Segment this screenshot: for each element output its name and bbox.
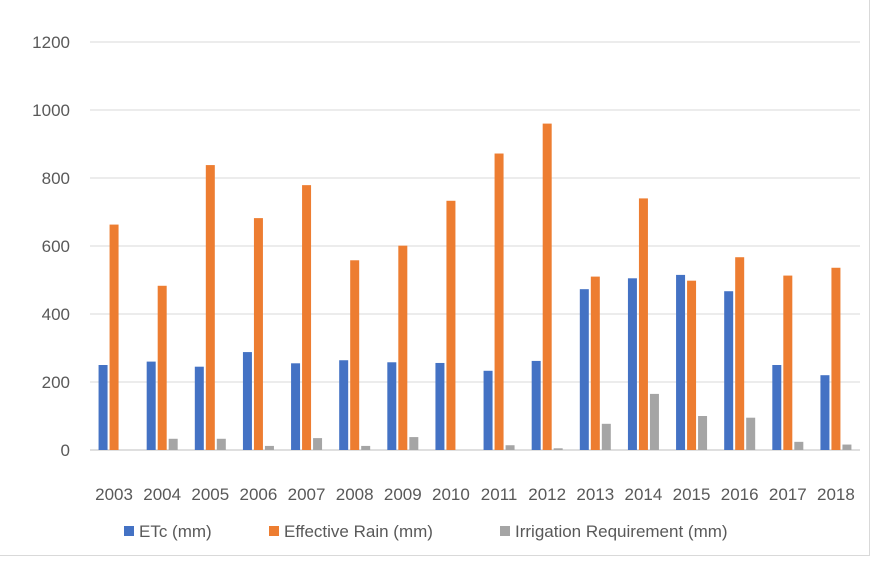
x-axis-ticks: 2003 2004 2005 2006 2007 2008 2009 2010 2011 2012…: [95, 485, 855, 504]
legend-swatch: [500, 526, 510, 536]
bar: [483, 370, 493, 450]
legend-label: Effective Rain (mm): [284, 522, 433, 541]
x-tick-label: 2015: [673, 485, 711, 504]
bar: [291, 363, 301, 450]
bar: [409, 437, 419, 450]
bar: [361, 445, 371, 450]
bar: [676, 274, 686, 450]
bar: [601, 423, 611, 450]
bar: [542, 123, 552, 450]
x-tick-label: 2011: [481, 485, 518, 504]
legend-label: Irrigation Requirement (mm): [515, 522, 728, 541]
bar: [205, 165, 215, 450]
x-tick-label: 2009: [384, 485, 422, 504]
bar: [446, 200, 456, 450]
y-tick-label: 600: [42, 237, 70, 256]
y-tick-label: 1200: [32, 33, 70, 52]
bar: [794, 441, 804, 450]
legend-label: ETc (mm): [139, 522, 212, 541]
legend-swatch: [124, 526, 134, 536]
bars: [98, 123, 852, 450]
x-tick-label: 2008: [336, 485, 374, 504]
bar: [216, 438, 226, 450]
bar: [350, 260, 360, 450]
bar: [820, 375, 830, 450]
bar: [579, 289, 589, 450]
bar: [302, 185, 312, 450]
bar: [253, 218, 263, 450]
bar: [698, 416, 708, 450]
bar: [339, 360, 349, 450]
y-tick-label: 1000: [32, 101, 70, 120]
bar: [783, 275, 793, 450]
bar: [398, 245, 408, 450]
y-tick-label: 200: [42, 373, 70, 392]
bar: [157, 285, 167, 450]
bar: [168, 438, 178, 450]
bar: [146, 361, 156, 450]
bar: [313, 438, 323, 450]
x-tick-label: 2018: [817, 485, 855, 504]
x-tick-label: 2003: [95, 485, 133, 504]
x-tick-label: 2006: [240, 485, 278, 504]
bar: [842, 444, 852, 450]
bar: [194, 366, 204, 450]
x-tick-label: 2016: [721, 485, 759, 504]
bar: [627, 278, 637, 450]
bar: [531, 360, 541, 450]
bar: [638, 198, 648, 450]
x-tick-label: 2010: [432, 485, 470, 504]
legend-swatch: [269, 526, 279, 536]
bar: [746, 417, 756, 450]
chart-area: [0, 0, 870, 556]
x-tick-label: 2007: [288, 485, 326, 504]
bar: [109, 224, 119, 450]
y-tick-label: 400: [42, 305, 70, 324]
x-tick-label: 2013: [576, 485, 614, 504]
x-tick-label: 2004: [143, 485, 181, 504]
bar: [494, 153, 504, 450]
y-axis-ticks: 0 200 400 600 800 1000 1200: [32, 33, 70, 460]
bar: [98, 365, 108, 450]
bar: [435, 362, 445, 450]
bar: [553, 448, 563, 450]
bar: [505, 445, 515, 450]
bar: [590, 276, 600, 450]
x-tick-label: 2005: [191, 485, 229, 504]
bar: [724, 291, 734, 450]
bar: [649, 393, 659, 450]
gridlines: [90, 41, 860, 451]
x-tick-label: 2012: [528, 485, 566, 504]
bar: [687, 280, 697, 450]
bar: [735, 257, 745, 450]
bar: [772, 365, 782, 450]
y-tick-label: 800: [42, 169, 70, 188]
legend: ETc (mm) Effective Rain (mm) Irrigation Re…: [124, 522, 728, 541]
bar: [831, 267, 841, 450]
x-tick-label: 2017: [769, 485, 807, 504]
bar: [264, 445, 274, 450]
x-tick-label: 2014: [625, 485, 663, 504]
bar: [242, 352, 252, 450]
bar: [387, 362, 397, 450]
y-tick-label: 0: [61, 441, 70, 460]
